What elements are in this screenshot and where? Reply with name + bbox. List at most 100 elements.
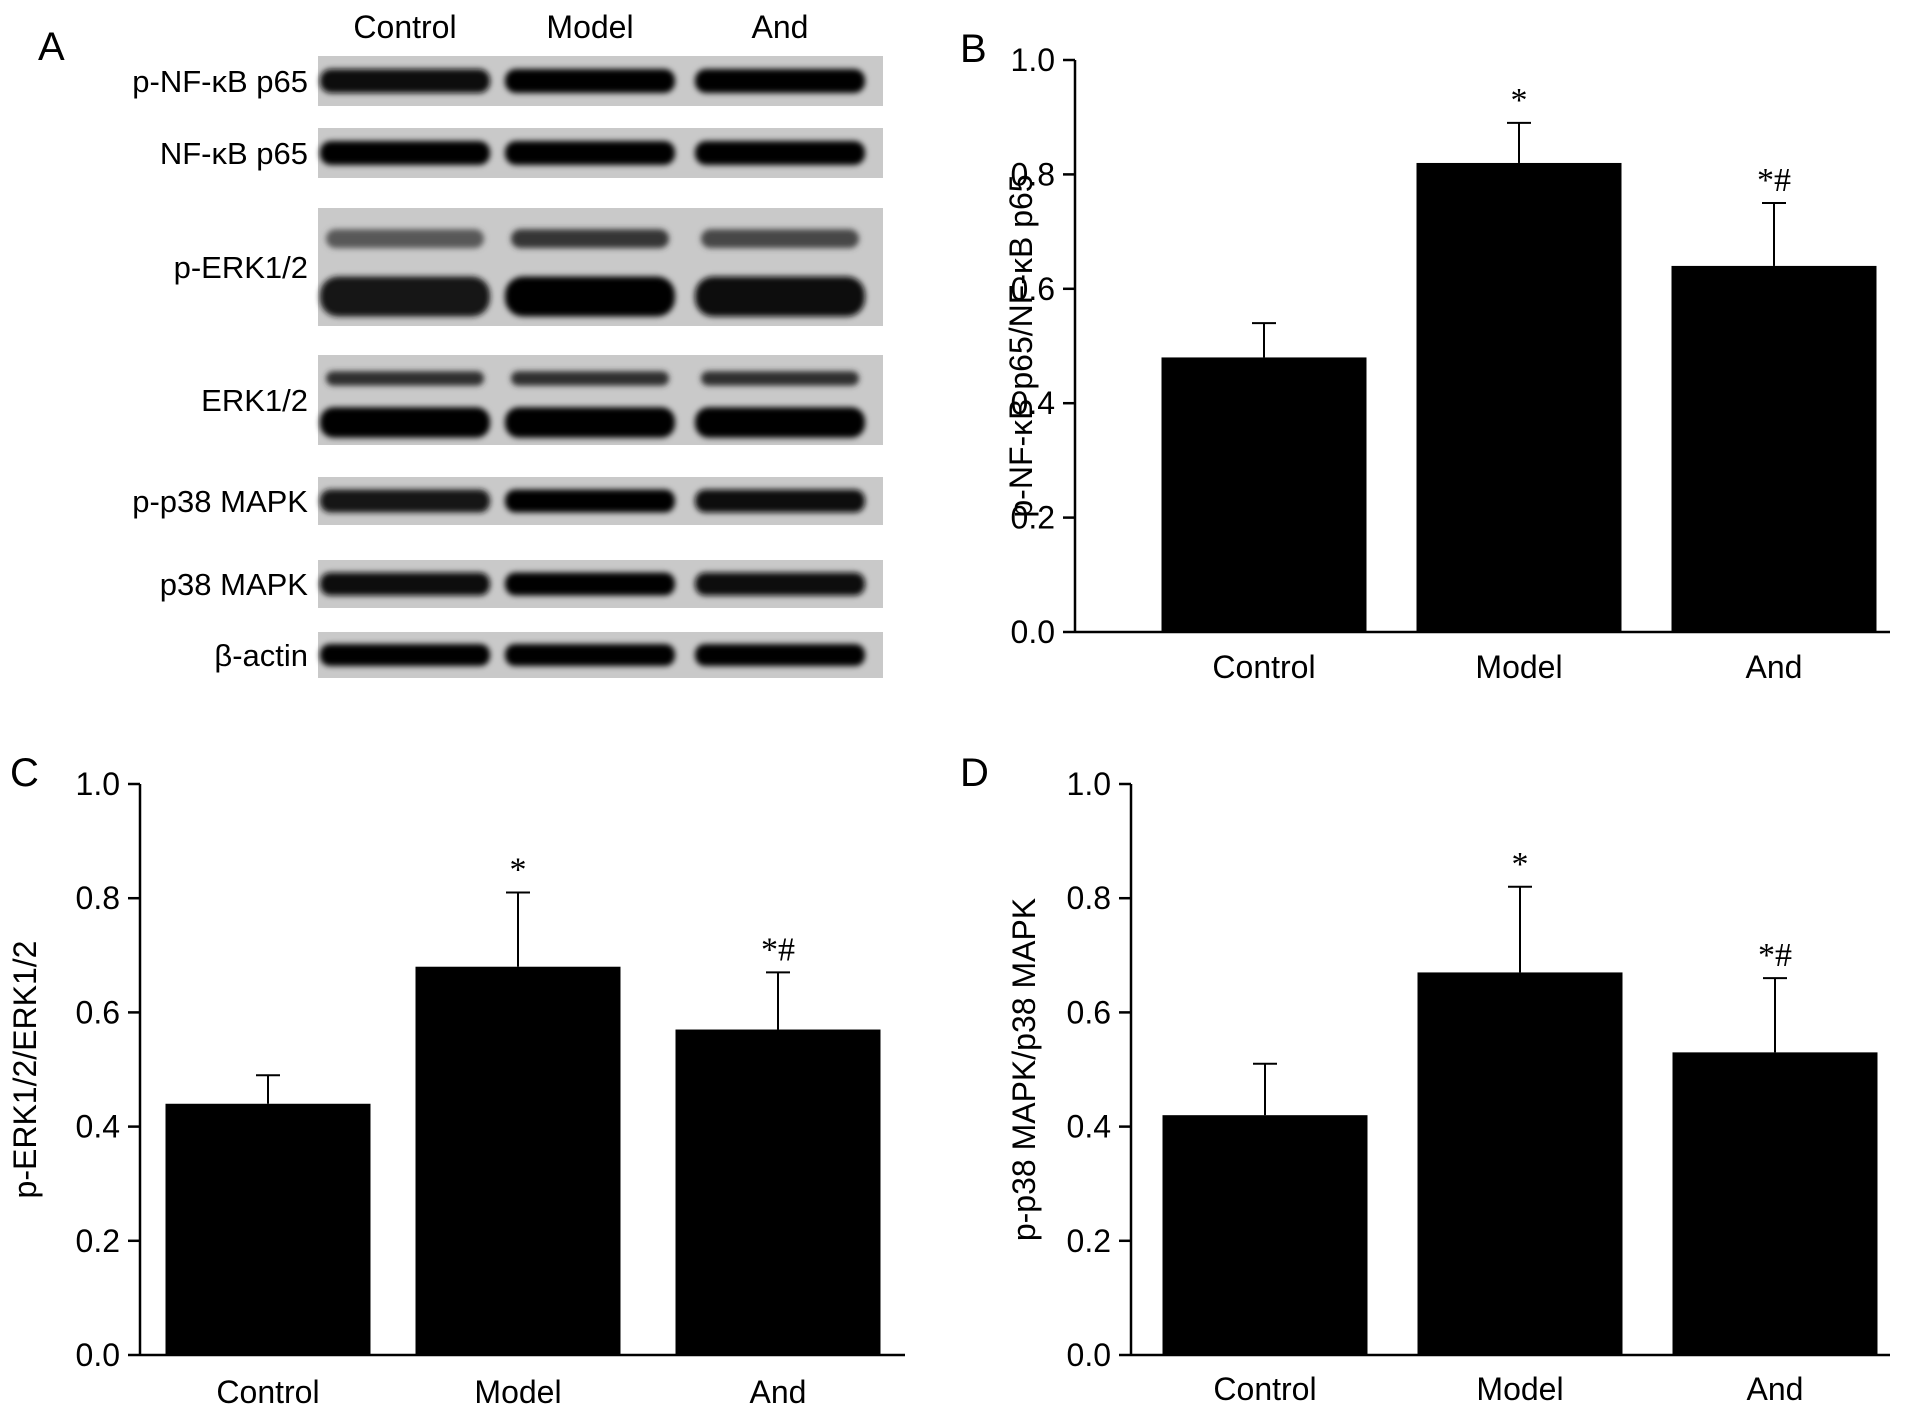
blot-band-lower — [695, 407, 865, 438]
y-tick-label: 0.0 — [76, 1337, 120, 1373]
blot-band-upper — [511, 229, 669, 249]
y-tick-label: 0.2 — [1011, 500, 1055, 536]
blot-band-lower — [505, 407, 675, 438]
y-axis-title: p-ERK1/2/ERK1/2 — [7, 941, 43, 1199]
blot-band — [695, 643, 865, 667]
y-axis-title: p-NF-κB p65/NF-κB p65 — [1003, 174, 1039, 517]
lane-label: And — [752, 9, 809, 45]
bar — [1417, 972, 1623, 1355]
blot-band — [505, 489, 675, 513]
significance-label: * — [510, 851, 527, 888]
x-category-label: Control — [1213, 1371, 1316, 1407]
blot-band-upper — [326, 371, 484, 386]
x-category-label: Model — [1475, 649, 1562, 685]
bar — [1161, 357, 1367, 632]
panel-letter: B — [960, 27, 987, 71]
bar — [415, 966, 621, 1355]
significance-label: *# — [1758, 937, 1792, 974]
blot-row: NF-κB p65 — [160, 128, 883, 178]
blot-row: ERK1/2 — [201, 355, 883, 445]
y-tick-label: 0.0 — [1067, 1337, 1111, 1373]
x-category-label: And — [1747, 1371, 1804, 1407]
blot-rows: p-NF-κB p65 NF-κB p65 p-ERK1/2 ERK1/2 p-p38 … — [132, 56, 883, 678]
blot-row-label: p-p38 MAPK — [132, 484, 308, 519]
y-axis-title: p-p38 MAPK/p38 MAPK — [1006, 898, 1042, 1241]
y-tick-label: 0.4 — [1011, 385, 1055, 421]
y-tick-label: 0.4 — [76, 1109, 120, 1145]
y-tick-label: 0.4 — [1067, 1109, 1111, 1145]
blot-row-label: p-ERK1/2 — [174, 250, 308, 285]
bar — [1671, 265, 1877, 632]
panel-letter-a: A — [38, 25, 65, 69]
blot-band-lower — [320, 276, 490, 317]
blot-band — [505, 572, 675, 596]
blot-band — [695, 572, 865, 596]
significance-label: * — [1512, 846, 1529, 883]
blot-band — [505, 141, 675, 165]
blot-row-label: p38 MAPK — [160, 567, 309, 602]
panel-letter: D — [960, 751, 989, 795]
lane-labels: Control Model And — [353, 9, 808, 45]
lane-label: Control — [353, 9, 456, 45]
blot-band-lower — [505, 276, 675, 317]
bar — [165, 1103, 371, 1355]
x-category-label: And — [1746, 649, 1803, 685]
y-tick-label: 0.8 — [1067, 880, 1111, 916]
blot-band — [505, 69, 675, 93]
y-tick-label: 0.2 — [1067, 1223, 1111, 1259]
blot-band — [320, 69, 490, 93]
bar — [1162, 1115, 1368, 1355]
blot-band-lower — [695, 276, 865, 317]
y-tick-label: 1.0 — [1011, 42, 1055, 78]
blot-row: p-NF-κB p65 — [132, 56, 883, 106]
blot-row-label: ERK1/2 — [201, 383, 308, 418]
chart-panel-d: D 0.0 0.2 0.4 0.6 0.8 1.0 p-p38 MAPK/p38 MAPK Co… — [960, 751, 1890, 1407]
y-tick-label: 0.6 — [1011, 271, 1055, 307]
blot-band — [320, 489, 490, 513]
blot-band-upper — [701, 229, 859, 249]
y-tick-label: 1.0 — [76, 766, 120, 802]
blot-row: p38 MAPK — [160, 560, 883, 608]
blot-band-upper — [511, 371, 669, 386]
chart-panel-b: B 0.0 0.2 0.4 0.6 0.8 1.0 p-NF-κB p65/NF-κB p65… — [960, 27, 1890, 685]
y-tick-label: 0.8 — [76, 880, 120, 916]
blot-row-label: NF-κB p65 — [160, 136, 308, 171]
bar — [1416, 162, 1622, 632]
x-category-label: Model — [1476, 1371, 1563, 1407]
chart-panel-c: C 0.0 0.2 0.4 0.6 0.8 1.0 p-ERK1/2/ERK1/2 Contro… — [7, 751, 905, 1410]
y-tick-label: 1.0 — [1067, 766, 1111, 802]
blot-band — [695, 489, 865, 513]
significance-label: *# — [761, 931, 795, 968]
significance-label: *# — [1757, 162, 1791, 199]
blot-band — [320, 572, 490, 596]
x-category-label: Model — [474, 1374, 561, 1410]
y-tick-label: 0.6 — [1067, 994, 1111, 1030]
y-tick-label: 0.8 — [1011, 156, 1055, 192]
blot-band — [505, 643, 675, 667]
blot-band — [695, 69, 865, 93]
blot-row: β-actin — [214, 632, 883, 678]
x-category-label: Control — [1212, 649, 1315, 685]
x-category-label: And — [750, 1374, 807, 1410]
x-category-label: Control — [216, 1374, 319, 1410]
blot-band — [320, 643, 490, 667]
blot-band-upper — [701, 371, 859, 386]
blot-row: p-ERK1/2 — [174, 208, 883, 326]
panel-letter: C — [10, 751, 39, 795]
bar — [1672, 1052, 1878, 1355]
blot-row: p-p38 MAPK — [132, 477, 883, 525]
significance-label: * — [1511, 82, 1528, 119]
y-tick-label: 0.0 — [1011, 614, 1055, 650]
blot-band-upper — [326, 229, 484, 249]
blot-band — [320, 141, 490, 165]
y-tick-label: 0.6 — [76, 994, 120, 1030]
blot-row-label: β-actin — [214, 638, 308, 673]
y-tick-label: 0.2 — [76, 1223, 120, 1259]
blot-band-lower — [320, 407, 490, 438]
lane-label: Model — [546, 9, 633, 45]
blot-band — [695, 141, 865, 165]
blot-row-label: p-NF-κB p65 — [132, 64, 308, 99]
bar — [675, 1029, 881, 1355]
